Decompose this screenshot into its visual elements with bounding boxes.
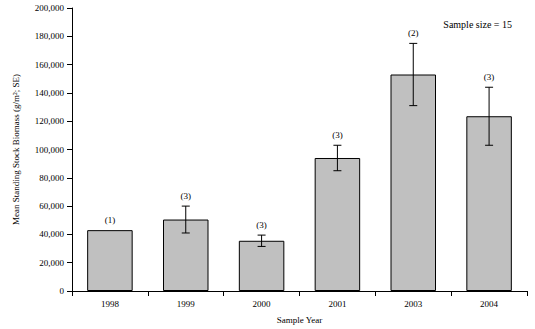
svg-text:2000: 2000 [253,299,272,309]
svg-text:200,000: 200,000 [35,3,65,13]
svg-text:(1): (1) [105,215,116,225]
svg-text:2001: 2001 [328,299,346,309]
svg-text:(3): (3) [256,220,267,230]
svg-text:40,000: 40,000 [39,229,64,239]
svg-text:(3): (3) [332,130,343,140]
svg-text:Sample size = 15: Sample size = 15 [443,19,512,30]
svg-text:1998: 1998 [101,299,120,309]
svg-text:20,000: 20,000 [39,258,64,268]
svg-text:(2): (2) [408,28,419,38]
svg-text:140,000: 140,000 [35,88,65,98]
svg-text:100,000: 100,000 [35,145,65,155]
svg-text:(3): (3) [484,72,495,82]
svg-text:Sample Year: Sample Year [277,315,323,325]
svg-text:60,000: 60,000 [39,201,64,211]
svg-text:(3): (3) [181,191,192,201]
svg-text:2004: 2004 [480,299,499,309]
svg-text:160,000: 160,000 [35,60,65,70]
svg-text:120,000: 120,000 [35,116,65,126]
svg-text:0: 0 [60,286,65,296]
svg-text:1999: 1999 [177,299,196,309]
svg-text:80,000: 80,000 [39,173,64,183]
svg-text:2003: 2003 [404,299,423,309]
svg-text:Mean Standing Stock Biomass (g: Mean Standing Stock Biomass (g/m²; SE) [11,74,21,225]
svg-text:180,000: 180,000 [35,31,65,41]
